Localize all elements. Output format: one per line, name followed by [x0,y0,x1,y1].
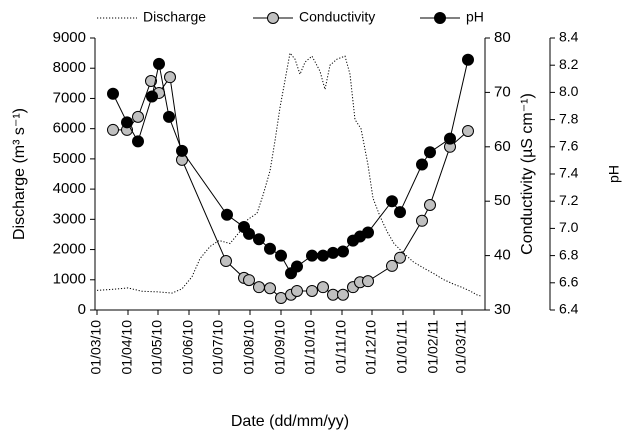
y3-tick-label: 7.6 [559,138,579,154]
y-tick-label: 2000 [53,241,86,258]
y3-tick-label: 6.4 [559,301,579,317]
y-tick-label: 8000 [53,59,86,76]
x-tick-label: 01/08/10 [241,320,257,375]
data-point [394,251,406,264]
x-tick-label: 01/10/10 [302,320,318,375]
y3-tick-label: 7.4 [559,165,579,181]
y3-tick-label: 6.8 [559,246,579,262]
data-point [337,245,349,258]
data-point [362,226,374,239]
x-tick-label: 01/12/10 [363,320,379,375]
y3-tick-label: 8.4 [559,29,579,45]
x-tick-label: 01/03/10 [88,320,104,375]
y2-tick-label: 70 [494,83,511,100]
y2-tick-label: 30 [494,301,511,318]
data-point [306,284,318,297]
data-point [164,71,176,84]
data-point [362,275,374,288]
legend-marker [434,12,446,24]
y3-tick-label: 7.0 [559,219,579,235]
data-point [275,249,287,262]
y2-tick-label: 40 [494,247,511,264]
x-tick-label: 01/03/11 [453,320,469,374]
y-tick-label: 7000 [53,89,86,106]
series-line [96,51,483,297]
data-point [243,274,255,287]
data-point [416,158,428,171]
x-tick-label: 01/09/10 [272,320,288,375]
y-tick-label: 0 [78,301,86,318]
data-point [416,214,428,227]
x-axis-label: Date (dd/mm/yy) [231,413,349,430]
y-tick-label: 5000 [53,150,86,167]
x-tick-label: 01/02/11 [425,320,441,374]
x-tick-label: 01/07/10 [210,320,226,375]
y3-tick-label: 8.2 [559,56,579,72]
legend-label: Conductivity [299,9,375,25]
data-point [264,242,276,255]
data-point [253,281,265,294]
x-tick-label: 01/05/10 [149,320,165,375]
data-point [424,199,436,212]
data-point [220,255,232,268]
data-point [462,53,474,66]
y-tick-label: 4000 [53,180,86,197]
data-point [275,292,287,305]
series-line [113,75,469,299]
y3-tick-label: 7.2 [559,192,579,208]
legend-label: Discharge [143,9,206,25]
data-point [327,288,339,301]
data-point [327,246,339,259]
y2-tick-label: 60 [494,138,511,155]
data-point [306,249,318,262]
y-tick-label: 6000 [53,120,86,137]
data-point [264,282,276,295]
y3-tick-label: 7.8 [559,110,579,126]
data-point [291,260,303,273]
data-point [121,116,133,129]
data-point [317,281,329,294]
data-point [163,110,175,123]
x-tick-label: 01/06/10 [180,320,196,375]
data-point [317,249,329,262]
data-point [145,74,157,87]
x-tick-label: 01/01/11 [394,320,410,374]
legend-label: pH [466,9,484,25]
y2-axis-label: Conductivity (µS cm⁻¹) [519,93,536,255]
data-point [386,195,398,208]
data-point [386,259,398,272]
y-tick-label: 3000 [53,210,86,227]
data-point [444,132,456,145]
data-point [146,90,158,103]
data-point [462,125,474,138]
x-tick-label: 01/11/10 [333,320,349,374]
data-point [153,57,165,70]
y3-axis-label: pH [606,165,622,183]
data-point [107,123,119,136]
y-tick-label: 1000 [53,271,86,288]
data-point [243,227,255,240]
data-point [394,206,406,219]
y3-tick-label: 8.0 [559,83,579,99]
data-point [221,208,233,221]
data-point [132,135,144,148]
data-point [253,233,265,246]
legend-marker [267,12,279,24]
y2-tick-label: 50 [494,192,511,209]
data-point [291,284,303,297]
series-line [112,59,469,275]
data-point [424,146,436,159]
x-tick-label: 01/04/10 [119,320,135,375]
data-point [107,87,119,100]
y-axis-label: Discharge (m³ s⁻¹) [11,108,28,240]
y3-tick-label: 6.6 [559,274,579,290]
data-point [337,288,349,301]
y2-tick-label: 80 [494,29,511,46]
data-point [132,110,144,123]
y-tick-label: 9000 [53,29,86,46]
data-point [176,144,188,157]
